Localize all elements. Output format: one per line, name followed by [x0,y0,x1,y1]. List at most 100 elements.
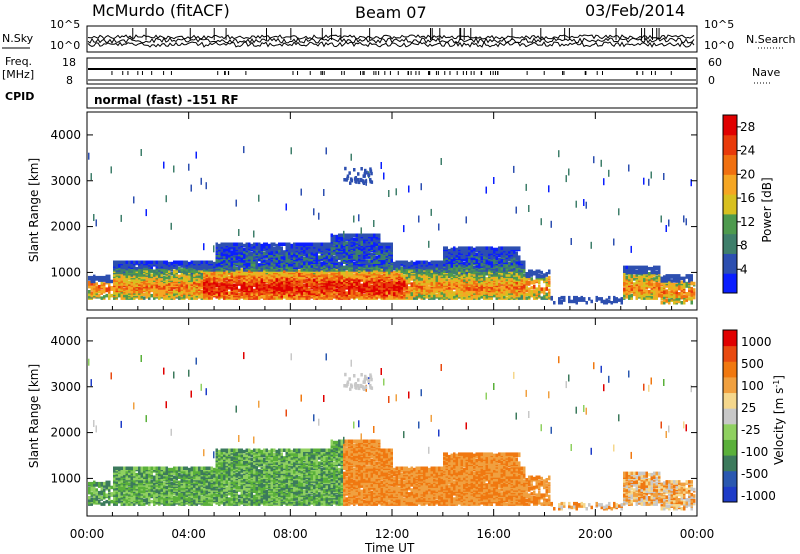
power-cell [363,275,366,280]
power-cell [390,296,393,300]
power-cell [268,254,271,258]
power-cell [473,265,476,270]
power-cell [90,282,93,286]
power-cell [158,278,161,282]
power-cell [195,151,197,159]
power-cell [425,275,428,280]
power-cell [288,281,291,285]
power-cell [103,295,106,299]
power-cell [298,247,301,252]
power-cell [165,279,168,284]
power-cell [270,295,273,299]
power-cell [280,283,283,288]
power-cell [218,243,221,248]
power-cell [150,273,153,277]
power-cell [353,265,356,270]
power-cell [228,251,231,255]
power-cell [140,288,143,293]
power-cell [230,261,233,266]
power-cell [403,279,406,284]
power-cell [453,246,456,250]
power-cell [413,261,416,266]
power-cell [273,274,276,279]
power-cell [233,275,236,280]
power-cell [295,242,298,246]
power-cell [278,270,281,275]
power-cell [135,266,138,271]
power-cell [363,260,366,264]
power-cell [453,295,456,299]
power-cell [305,242,308,246]
power-cell [208,282,211,286]
power-cell [345,248,348,253]
power-cell [173,296,176,300]
power-cell [420,260,423,264]
power-cell [115,270,118,275]
power-cell [323,288,326,293]
power-cell [345,291,348,295]
power-cell [420,269,423,273]
power-cell [453,291,456,295]
power-cell [225,264,228,268]
power-cell [410,291,413,295]
power-cell [205,283,208,288]
power-cell [345,233,348,237]
power-cell [223,242,226,246]
power-cell [135,260,138,264]
power-cell [448,248,451,253]
power-cell [210,260,213,264]
power-cell [130,286,133,290]
power-cell [373,220,375,227]
power-cell [233,256,236,261]
power-cell [238,229,240,236]
power-cell [95,286,98,290]
power-cell [375,251,378,255]
power-cell [188,282,191,286]
power-cell [383,283,386,288]
power-cell [343,238,346,243]
power-cell [350,153,352,161]
power-cell [310,290,313,294]
power-cell [285,203,287,211]
power-cell [163,275,166,280]
power-cell [253,263,256,267]
power-cell [413,265,416,270]
power-cell [330,233,333,237]
power-cell [320,242,323,246]
power-cell [90,286,93,290]
power-cell [240,279,243,284]
power-cell [325,266,328,271]
power-cell [100,281,103,285]
power-cell [120,214,122,222]
power-cell [230,287,233,291]
power-cell [358,284,361,289]
power-cell [375,277,378,281]
power-cell [150,265,153,270]
power-cell [158,292,161,297]
power-cell [280,261,283,266]
power-cell [378,246,381,250]
power-cell [123,293,126,298]
power-cell [455,261,458,266]
power-cell [148,292,151,297]
power-cell [128,268,131,272]
power-cell [395,260,398,264]
power-cell [325,255,328,259]
power-cell [200,177,202,185]
power-cell [353,293,356,298]
power-cell [348,246,351,250]
power-cell [410,286,413,290]
power-cell [313,252,316,257]
power-cell [220,270,223,275]
power-cell [300,279,303,284]
date-title: 03/Feb/2014 [585,1,685,20]
power-cell [170,261,173,266]
power-cell [230,256,233,261]
power-cell [378,282,381,286]
power-cell [403,260,406,264]
power-cell [210,292,213,297]
power-cell [178,286,181,290]
power-cell [290,147,292,155]
power-cell [438,296,441,300]
power-cell [280,270,283,275]
